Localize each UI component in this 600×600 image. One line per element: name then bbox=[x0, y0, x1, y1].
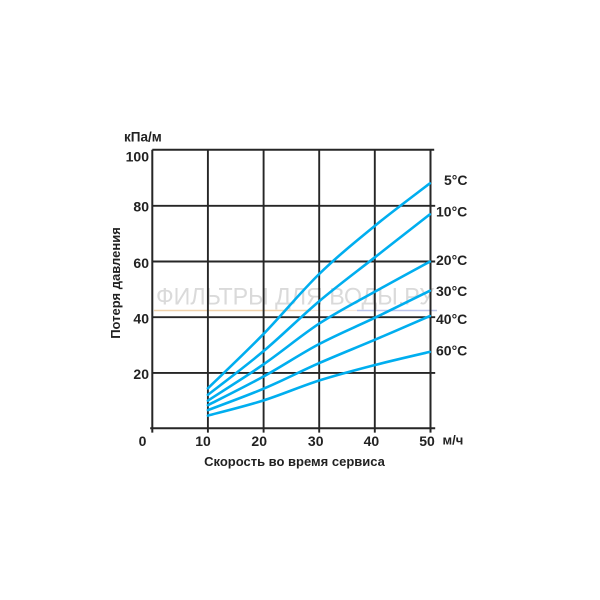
svg-text:80: 80 bbox=[133, 198, 149, 214]
svg-text:Скорость во время сервиса: Скорость во время сервиса bbox=[204, 454, 386, 469]
svg-text:10: 10 bbox=[195, 433, 211, 449]
svg-text:60°C: 60°C bbox=[436, 343, 467, 359]
svg-text:кПа/м: кПа/м bbox=[124, 130, 162, 145]
svg-text:0: 0 bbox=[139, 433, 147, 449]
svg-text:20: 20 bbox=[133, 366, 149, 382]
svg-text:30°C: 30°C bbox=[436, 283, 467, 299]
svg-text:30: 30 bbox=[308, 433, 324, 449]
svg-text:ФИЛЬТРЫ ДЛЯ ВОДЫ.РУ: ФИЛЬТРЫ ДЛЯ ВОДЫ.РУ bbox=[156, 284, 435, 311]
svg-text:м/ч: м/ч bbox=[443, 433, 464, 448]
svg-text:40: 40 bbox=[364, 433, 380, 449]
svg-text:10°C: 10°C bbox=[436, 204, 467, 220]
svg-text:100: 100 bbox=[126, 149, 150, 165]
svg-text:20: 20 bbox=[251, 433, 267, 449]
svg-text:40°C: 40°C bbox=[436, 311, 467, 327]
svg-text:5°C: 5°C bbox=[444, 172, 468, 188]
svg-text:Потеря давления: Потеря давления bbox=[108, 227, 123, 339]
svg-text:50: 50 bbox=[419, 433, 435, 449]
svg-text:60: 60 bbox=[133, 255, 149, 271]
svg-text:20°C: 20°C bbox=[436, 252, 467, 268]
svg-text:40: 40 bbox=[133, 311, 149, 327]
